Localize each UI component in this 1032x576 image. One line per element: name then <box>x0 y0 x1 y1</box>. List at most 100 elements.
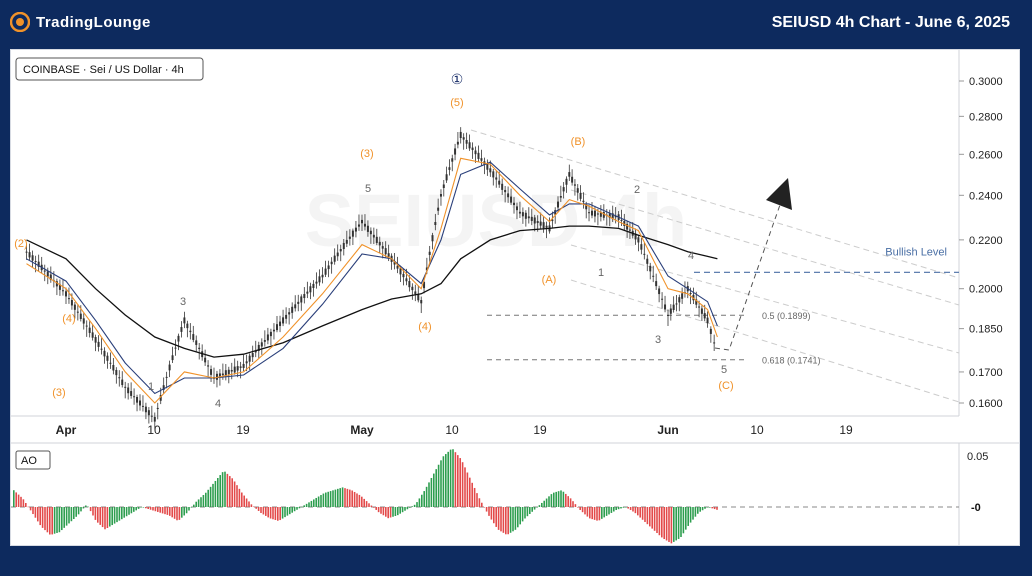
candle-body <box>88 327 91 333</box>
ao-bar <box>389 507 392 518</box>
ao-bar <box>440 460 442 507</box>
candle-body <box>339 249 342 252</box>
ao-bar <box>541 502 543 507</box>
candle-body <box>156 407 159 410</box>
ao-bar <box>509 507 512 533</box>
ao-bar <box>610 507 613 513</box>
ao-bar <box>17 494 20 507</box>
candle-body <box>521 212 524 217</box>
ao-bar <box>442 456 445 507</box>
fib-levels: Bullish Level 0.5 (0.1899) 0.618 (0.1741) <box>487 246 959 366</box>
ao-bar <box>601 507 603 519</box>
candle-body <box>465 139 468 144</box>
ao-bar <box>685 507 687 530</box>
ao-bar <box>353 491 356 507</box>
price-tick-label: 0.2600 <box>969 149 1003 161</box>
ao-bar <box>392 507 394 517</box>
ao-bar <box>363 498 365 507</box>
candle-body <box>31 255 34 261</box>
ao-bar <box>471 482 473 507</box>
candle-body <box>507 193 510 198</box>
candle-body <box>303 294 306 299</box>
ao-bar <box>433 473 435 507</box>
candle-body <box>623 221 626 226</box>
candle-body <box>593 210 596 217</box>
wave-label: (3) <box>360 148 373 160</box>
candle-body <box>492 171 495 178</box>
ao-bar <box>692 507 694 520</box>
candle-body <box>366 225 369 232</box>
wave-label: (4) <box>62 313 75 325</box>
candle-body <box>124 386 127 388</box>
candle-body <box>445 174 448 181</box>
candle-body <box>611 213 614 220</box>
candle-body <box>221 373 224 376</box>
ao-bar <box>675 507 677 541</box>
ao-bar <box>97 507 99 523</box>
ao-bar <box>250 504 253 507</box>
ao-bar <box>346 488 349 507</box>
time-tick-label: Jun <box>657 423 678 437</box>
candle-body <box>658 288 661 295</box>
ao-bar <box>565 493 567 507</box>
candle-body <box>437 207 440 211</box>
price-axis: 0.3000 0.2800 0.2600 0.2400 0.2200 0.2000 0.18… <box>959 76 1003 410</box>
candle-body <box>667 314 669 316</box>
time-tick-label: 19 <box>839 423 853 437</box>
ao-bar <box>694 507 697 517</box>
candle-body <box>133 396 136 398</box>
brand: TradingLounge <box>10 12 151 32</box>
candle-body <box>402 273 405 278</box>
candle-body <box>309 286 312 293</box>
wave-label: (3) <box>52 387 65 399</box>
ao-bar <box>629 507 632 511</box>
ao-bar <box>154 507 157 512</box>
candle-body <box>420 300 423 304</box>
candle-body <box>294 304 297 309</box>
ao-bar <box>293 507 296 512</box>
ao-bar <box>142 507 145 508</box>
candle-body <box>28 252 31 258</box>
ao-bar <box>238 488 241 507</box>
candle-body <box>233 366 236 373</box>
ao-bar <box>536 507 538 508</box>
ao-bar <box>665 507 668 541</box>
price-tick-label: 0.2200 <box>969 235 1003 247</box>
ao-bar <box>315 497 317 507</box>
candle-body <box>661 298 664 300</box>
price-chart[interactable]: SEIUSD 4h 0.30000.28000.26000.24000.2200… <box>11 50 1019 545</box>
ao-bar <box>219 475 221 507</box>
ao-bar <box>190 507 193 508</box>
ao-bar <box>495 507 497 527</box>
ao-bar <box>668 507 670 542</box>
time-tick-label: 10 <box>445 423 459 437</box>
candle-body <box>153 416 156 422</box>
candle-body <box>378 241 381 246</box>
ao-bar <box>332 490 334 507</box>
ao-bar <box>377 507 380 513</box>
candle-body <box>354 227 357 232</box>
candle-body <box>599 212 602 217</box>
ao-bar <box>178 507 181 520</box>
ao-label: AO <box>21 455 37 467</box>
candle-body <box>640 244 643 250</box>
ao-bar <box>711 507 713 509</box>
ao-bar <box>677 507 680 539</box>
tradinglounge-logo-icon <box>10 12 30 32</box>
candle-body <box>324 268 327 275</box>
ao-bar <box>341 487 344 507</box>
candle-body <box>672 304 675 311</box>
candle-body <box>579 192 582 199</box>
candle-body <box>73 304 76 310</box>
chart-panel[interactable]: SEIUSD 4h 0.3000 0.2800 0.2600 0.2400 0.2200… <box>10 49 1020 546</box>
ao-bar <box>670 507 673 544</box>
candle-body <box>527 216 530 219</box>
ao-bar <box>701 507 704 511</box>
ao-bar <box>651 507 653 529</box>
candle-body <box>530 216 533 221</box>
candle-body <box>288 312 291 315</box>
ao-bar <box>531 507 533 512</box>
candle-body <box>562 187 565 192</box>
ao-bar <box>291 507 293 513</box>
candle-body <box>291 306 294 313</box>
